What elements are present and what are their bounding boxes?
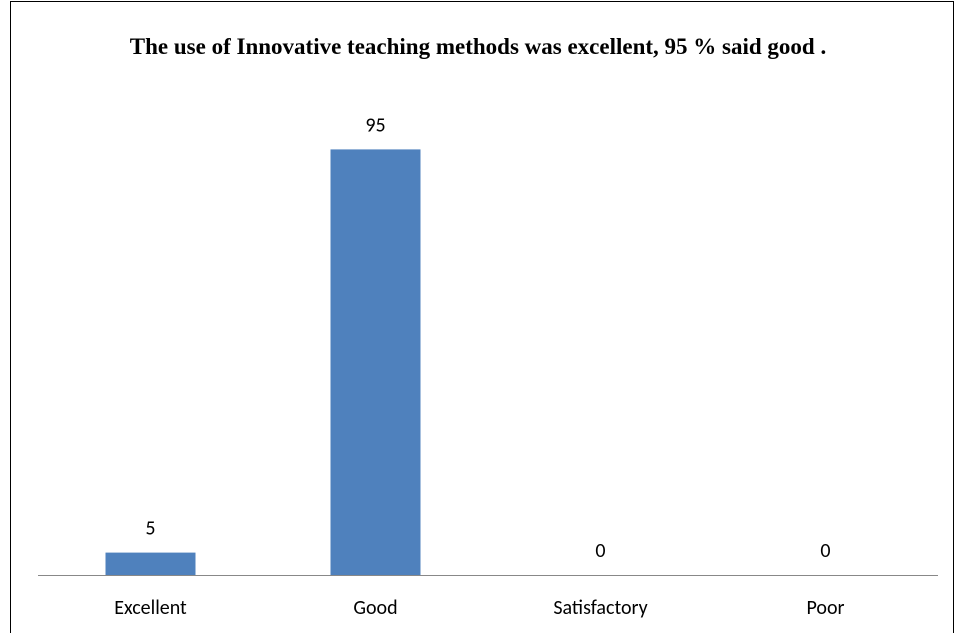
data-label: 95 — [365, 113, 385, 137]
data-label: 5 — [145, 517, 155, 541]
x-tick-label: Excellent — [114, 596, 187, 620]
data-label: 0 — [595, 539, 605, 563]
bar — [330, 149, 421, 575]
x-tick-label: Poor — [807, 596, 845, 620]
chart-frame — [10, 1, 954, 633]
bar — [105, 552, 196, 575]
x-tick-label: Satisfactory — [553, 596, 647, 620]
x-tick-label: Good — [353, 596, 397, 620]
data-label: 0 — [820, 539, 830, 563]
chart-title: The use of Innovative teaching methods w… — [129, 34, 827, 59]
